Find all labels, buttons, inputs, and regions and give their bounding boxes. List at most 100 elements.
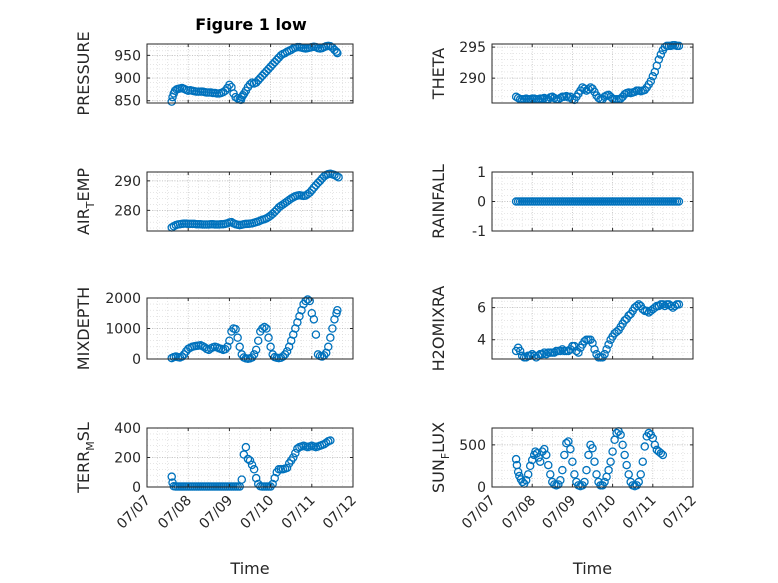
data-point bbox=[612, 428, 621, 438]
data-point bbox=[658, 300, 668, 309]
y-tick-label: 0 bbox=[477, 480, 486, 496]
y-tick-label: 290 bbox=[459, 71, 486, 87]
data-point bbox=[307, 186, 317, 195]
data-point bbox=[636, 470, 645, 479]
data-point bbox=[590, 345, 599, 354]
data-point bbox=[646, 77, 656, 86]
data-point bbox=[334, 173, 343, 182]
data-point bbox=[262, 324, 271, 333]
data-point bbox=[674, 41, 684, 51]
data-point bbox=[328, 324, 337, 333]
data-point bbox=[564, 437, 573, 446]
y-tick-label: 900 bbox=[114, 71, 141, 87]
data-point bbox=[600, 477, 609, 487]
series-markers bbox=[511, 300, 684, 362]
y-tick-label: 280 bbox=[114, 203, 141, 219]
data-point bbox=[333, 48, 342, 58]
data-point bbox=[580, 337, 589, 346]
x-tick-label: 07/08 bbox=[499, 493, 539, 533]
data-point bbox=[291, 448, 300, 458]
data-point bbox=[233, 333, 242, 342]
data-point bbox=[266, 342, 275, 352]
data-point bbox=[251, 345, 261, 355]
y-axis-label: TERRMSL bbox=[74, 422, 97, 494]
axes-box bbox=[491, 43, 694, 104]
data-point bbox=[513, 93, 523, 103]
data-point bbox=[321, 438, 331, 447]
data-point bbox=[608, 447, 617, 456]
data-point bbox=[542, 349, 551, 359]
data-point bbox=[606, 457, 615, 466]
data-point bbox=[642, 306, 652, 316]
data-point bbox=[640, 85, 650, 95]
data-point bbox=[200, 343, 209, 352]
x-tick-label: 07/08 bbox=[155, 493, 195, 533]
axes-box bbox=[146, 43, 354, 104]
data-point bbox=[556, 476, 565, 485]
data-point bbox=[650, 440, 660, 450]
data-point bbox=[558, 465, 567, 475]
data-point bbox=[538, 349, 547, 359]
y-tick-label: 850 bbox=[114, 94, 141, 110]
data-point bbox=[634, 477, 643, 487]
data-point bbox=[303, 295, 312, 304]
data-point bbox=[620, 450, 629, 460]
subplot-3: -1 0 1 RAINFALL bbox=[429, 164, 694, 240]
data-point bbox=[568, 457, 577, 466]
data-point bbox=[305, 296, 314, 306]
data-point bbox=[268, 479, 277, 489]
data-point bbox=[558, 345, 567, 354]
y-tick-label: 1000 bbox=[105, 322, 141, 338]
data-point bbox=[243, 454, 253, 464]
x-tick-label: 07/07 bbox=[459, 493, 499, 533]
subplot-0: 850 900 950 PRESSURE bbox=[74, 31, 354, 116]
series-markers bbox=[511, 40, 684, 105]
data-point bbox=[247, 460, 257, 470]
y-tick-label: -1 bbox=[472, 224, 486, 240]
data-point bbox=[225, 336, 234, 345]
data-point bbox=[594, 93, 603, 103]
data-point bbox=[511, 454, 521, 464]
series-markers bbox=[511, 427, 668, 491]
data-point bbox=[644, 428, 654, 438]
data-point bbox=[534, 453, 543, 462]
y-axis-label: RAINFALL bbox=[429, 164, 448, 239]
data-point bbox=[301, 296, 310, 306]
data-point bbox=[276, 51, 286, 60]
series-markers bbox=[167, 295, 342, 363]
axes-box bbox=[491, 297, 694, 360]
chart-title: Figure 1 low bbox=[195, 15, 307, 34]
y-axis-label: THETA bbox=[429, 48, 448, 100]
data-point bbox=[660, 301, 670, 311]
y-axis-label: H2OMIXRA bbox=[429, 286, 448, 372]
data-point bbox=[670, 301, 680, 311]
subplot-6: 0 200 400 TERRMSL 07/07 07/08 07/09 07/10 07/11 0… bbox=[74, 421, 360, 578]
y-tick-label: 0 bbox=[477, 195, 486, 211]
data-point bbox=[674, 197, 684, 206]
data-point bbox=[600, 92, 609, 102]
subplot-1: 290 295 THETA bbox=[429, 40, 694, 105]
data-point bbox=[654, 301, 664, 311]
data-point bbox=[654, 55, 664, 64]
y-axis-label: AIRTEMP bbox=[74, 168, 97, 235]
data-point bbox=[582, 465, 591, 475]
data-point bbox=[584, 450, 593, 460]
y-tick-label: 500 bbox=[459, 438, 486, 454]
data-point bbox=[523, 470, 533, 479]
data-point bbox=[602, 345, 611, 354]
data-point bbox=[624, 470, 633, 479]
data-point bbox=[313, 350, 323, 359]
data-point bbox=[638, 457, 648, 466]
x-tick-label: 07/12 bbox=[320, 493, 360, 533]
x-tick-label: 07/07 bbox=[114, 493, 154, 533]
data-point bbox=[540, 444, 549, 454]
data-point bbox=[333, 305, 342, 315]
data-point bbox=[251, 473, 261, 483]
x-tick-label: 07/10 bbox=[580, 493, 620, 533]
data-point bbox=[566, 444, 575, 454]
subplot-4: 0 1000 2000 MIXDEPTH bbox=[74, 287, 354, 370]
data-point bbox=[525, 461, 535, 471]
series-markers bbox=[167, 41, 342, 106]
data-point bbox=[592, 470, 601, 479]
data-point bbox=[540, 348, 549, 357]
